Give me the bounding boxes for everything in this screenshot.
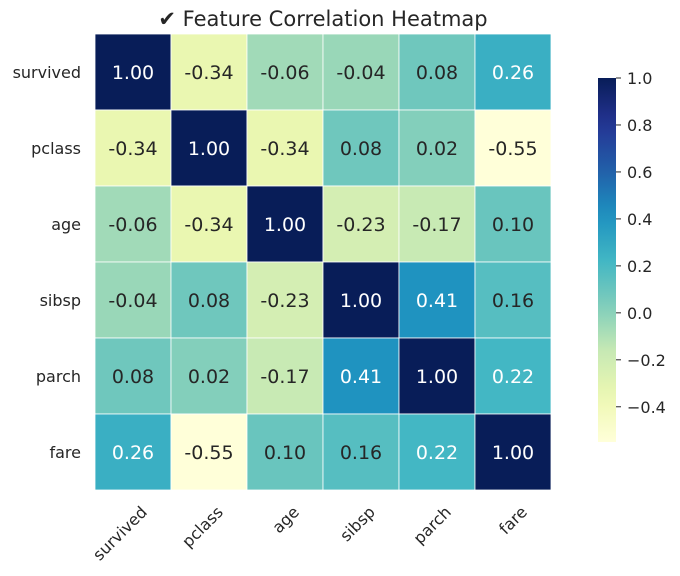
heatmap-cell xyxy=(322,33,400,111)
cell-value-label: 0.08 xyxy=(416,62,458,84)
cell-value-label: 1.00 xyxy=(264,214,306,236)
colorbar: 1.0 0.8 0.6 0.4 0.2 0.0 −0.2 −0.4 xyxy=(598,69,666,442)
cell-value-label: 1.00 xyxy=(416,366,458,388)
x-tick-label: fare xyxy=(495,502,531,538)
cell-value-label: 0.26 xyxy=(112,442,154,464)
heatmap-cell xyxy=(398,337,476,415)
cell-value-label: 1.00 xyxy=(492,442,534,464)
cell-value-label: -0.04 xyxy=(108,290,157,312)
heatmap-cell xyxy=(474,33,552,111)
cell-value-label: 0.16 xyxy=(340,442,382,464)
cell-value-label: -0.34 xyxy=(184,214,233,236)
colorbar-tick-label: 0.4 xyxy=(627,210,652,229)
cell-value-label: -0.34 xyxy=(108,138,157,160)
colorbar-tick-label: 0.8 xyxy=(627,116,652,135)
colorbar-gradient xyxy=(598,78,616,442)
heatmap-cell xyxy=(474,261,552,339)
cell-value-label: 0.02 xyxy=(416,138,458,160)
heatmap-cell xyxy=(170,33,248,111)
heatmap-cell xyxy=(94,33,172,111)
y-tick-label: fare xyxy=(49,443,81,462)
cell-value-label: 0.10 xyxy=(264,442,306,464)
heatmap-cell xyxy=(246,261,324,339)
heatmap-cell xyxy=(94,261,172,339)
cell-value-label: -0.34 xyxy=(184,62,233,84)
heatmap-cell xyxy=(474,109,552,187)
cell-value-label: -0.04 xyxy=(336,62,385,84)
cell-value-label: 1.00 xyxy=(112,62,154,84)
y-tick-labels: survived pclass age sibsp parch fare xyxy=(13,63,81,462)
heatmap-cell xyxy=(170,185,248,263)
cell-value-label: 1.00 xyxy=(340,290,382,312)
heatmap-cell xyxy=(474,185,552,263)
heatmap-cell xyxy=(398,413,476,491)
cell-value-label: 0.08 xyxy=(112,366,154,388)
heatmap-cell xyxy=(398,185,476,263)
heatmap-cell xyxy=(246,185,324,263)
cell-value-label: -0.17 xyxy=(412,214,461,236)
cell-value-label: 0.41 xyxy=(416,290,458,312)
heatmap-cell xyxy=(474,413,552,491)
x-tick-labels: survived pclass age sibsp parch fare xyxy=(89,502,531,564)
cell-value-label: 0.02 xyxy=(188,366,230,388)
cell-value-label: 0.22 xyxy=(416,442,458,464)
colorbar-tick-label: 0.6 xyxy=(627,163,652,182)
cell-value-label: 0.08 xyxy=(340,138,382,160)
heatmap-cell xyxy=(322,261,400,339)
heatmap-cell xyxy=(398,261,476,339)
x-tick-label: pclass xyxy=(178,502,227,551)
cell-value-label: 0.22 xyxy=(492,366,534,388)
heatmap-cell xyxy=(322,413,400,491)
y-tick-label: parch xyxy=(36,367,81,386)
heatmap-cell xyxy=(322,337,400,415)
cell-value-label: -0.17 xyxy=(260,366,309,388)
cell-value-label: -0.55 xyxy=(488,138,537,160)
heatmap-cell xyxy=(474,337,552,415)
cell-value-label: -0.23 xyxy=(336,214,385,236)
y-tick-label: sibsp xyxy=(40,291,81,310)
cell-value-label: -0.06 xyxy=(260,62,309,84)
cell-value-label: -0.06 xyxy=(108,214,157,236)
x-tick-label: age xyxy=(268,502,303,537)
cell-value-label: 0.26 xyxy=(492,62,534,84)
y-tick-label: survived xyxy=(13,63,81,82)
cell-value-label: 0.16 xyxy=(492,290,534,312)
cell-value-label: -0.23 xyxy=(260,290,309,312)
colorbar-tick-label: 0.0 xyxy=(627,304,652,323)
heatmap-cell xyxy=(398,33,476,111)
heatmap-cell xyxy=(94,413,172,491)
heatmap-cell xyxy=(246,33,324,111)
x-tick-label: parch xyxy=(410,502,455,547)
cell-value-label: -0.34 xyxy=(260,138,309,160)
cell-value-label: 0.10 xyxy=(492,214,534,236)
y-tick-label: age xyxy=(51,215,81,234)
cell-value-label: -0.55 xyxy=(184,442,233,464)
colorbar-tick-label: 0.2 xyxy=(627,257,652,276)
colorbar-tick-label: −0.4 xyxy=(627,398,666,417)
x-tick-label: survived xyxy=(89,502,151,564)
heatmap-cell xyxy=(94,337,172,415)
heatmap-cell xyxy=(246,337,324,415)
heatmap-cells: 1.00 -0.34 -0.06 -0.04 0.08 0.26 -0.34 1.00 -0.3… xyxy=(94,33,552,491)
heatmap-cell xyxy=(322,109,400,187)
heatmap-cell xyxy=(322,185,400,263)
heatmap-cell xyxy=(170,261,248,339)
x-tick-label: sibsp xyxy=(336,502,379,545)
y-tick-label: pclass xyxy=(31,139,81,158)
cell-value-label: 0.08 xyxy=(188,290,230,312)
heatmap-cell xyxy=(94,185,172,263)
cell-value-label: 0.41 xyxy=(340,366,382,388)
chart-title: ✔ Feature Correlation Heatmap xyxy=(158,7,487,31)
cell-value-label: 1.00 xyxy=(188,138,230,160)
colorbar-tick-label: 1.0 xyxy=(627,69,652,88)
colorbar-tick-label: −0.2 xyxy=(627,351,666,370)
heatmap-cell xyxy=(170,109,248,187)
